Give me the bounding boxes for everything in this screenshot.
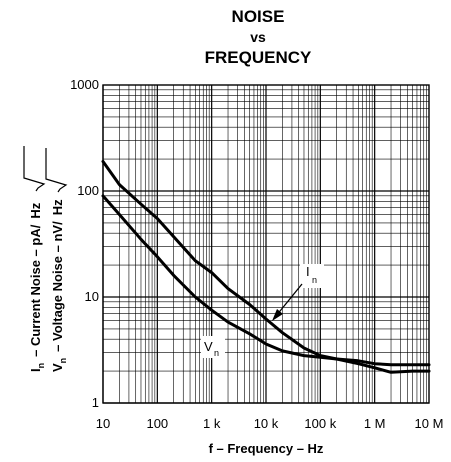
y-tick-label: 100	[77, 183, 99, 198]
y-axis-label-voltage-sub: n	[58, 358, 68, 364]
series-label-voltage-sub: n	[214, 348, 219, 358]
chart-title-line3: FREQUENCY	[205, 48, 312, 67]
x-tick-label: 1 k	[203, 416, 221, 431]
y-tick-label: 1000	[70, 77, 99, 92]
y-tick-labels: 1 10 100 1000	[70, 77, 99, 410]
series-line-current-noise	[101, 160, 431, 367]
plot-grid	[102, 85, 429, 404]
y-axis-label-voltage-symbol: V	[50, 363, 65, 372]
y-axis-label-current-sub: n	[36, 363, 46, 369]
x-tick-label: 10 k	[254, 416, 279, 431]
x-tick-label: 10 M	[415, 416, 444, 431]
x-axis-label: f – Frequency – Hz	[209, 441, 324, 456]
x-tick-label: 1 M	[364, 416, 386, 431]
chart-title-line1: NOISE	[232, 7, 285, 26]
series-label-current: I n	[272, 264, 324, 321]
x-tick-label: 10	[96, 416, 110, 431]
series-label-current-sub: n	[312, 275, 317, 285]
svg-text:Vn– Voltage Noise – nV/Hz: Vn – Voltage Noise – nV/Hz	[50, 199, 68, 372]
y-axis-label-current: In – Current Noise – pA/Hz	[23, 146, 46, 372]
y-axis-label-current-text: – Current Noise – pA/	[28, 224, 43, 357]
series-label-voltage-symbol: V	[204, 339, 213, 354]
y-tick-label: 10	[85, 289, 99, 304]
x-tick-label: 100	[146, 416, 168, 431]
y-tick-label: 1	[92, 395, 99, 410]
plot-frame	[102, 84, 430, 404]
y-axis-label-voltage-unit: Hz	[50, 199, 65, 215]
series-label-current-arrow	[275, 283, 303, 317]
y-axis-label-current-symbol: I	[28, 368, 43, 372]
series-line-voltage-noise	[101, 194, 431, 374]
x-tick-labels: 10 100 1 k 10 k 100 k 1 M 10 M	[96, 416, 444, 431]
chart-title-line2: vs	[250, 29, 266, 45]
x-tick-label: 100 k	[304, 416, 336, 431]
y-axis-label-voltage-text: – Voltage Noise – nV/	[50, 221, 65, 352]
series-label-voltage: V n	[201, 336, 225, 358]
y-axis-label-voltage: Vn – Voltage Noise – nV/Hz	[45, 148, 68, 372]
series-group	[101, 160, 431, 374]
sqrt-sign-voltage	[45, 148, 68, 193]
series-label-current-arrowhead	[272, 309, 283, 321]
sqrt-sign-current	[23, 146, 46, 192]
y-axis-label-current-unit: Hz	[28, 202, 43, 218]
svg-text:In– Current Noise – pA/Hz: In – Current Noise – pA/Hz	[28, 202, 46, 372]
series-label-current-symbol: I	[306, 264, 310, 279]
